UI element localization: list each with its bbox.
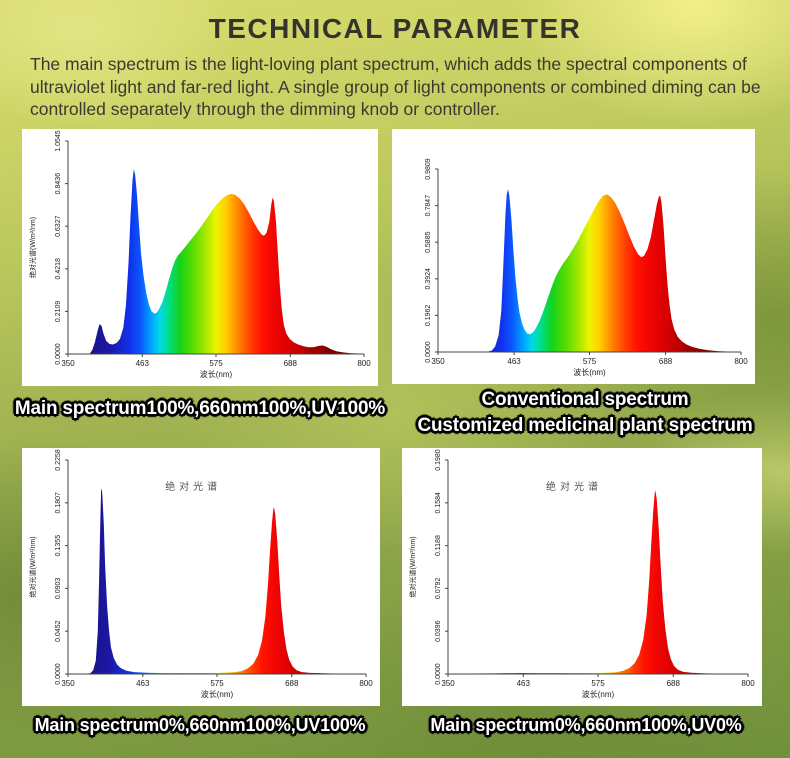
chart-caption-main-full: Main spectrum100%,660nm100%,UV100% (10, 396, 390, 422)
page-title: TECHNICAL PARAMETER (208, 13, 582, 44)
chart-panel-660-only: 350 463 575 688 800 0.0000 0.0396 0.0792 0.1188 0… (402, 448, 762, 706)
x-tick-label: 575 (583, 357, 597, 366)
y-tick-label: 0.1980 (435, 449, 442, 471)
x-tick-label: 463 (136, 359, 150, 368)
y-tick-label: 0.0000 (55, 663, 62, 685)
x-tick-label: 800 (359, 679, 373, 688)
spectrum-curve (86, 488, 366, 674)
x-tick-label: 800 (734, 357, 748, 366)
y-tick-label: 0.1355 (55, 535, 62, 557)
y-tick-label: 0.0000 (435, 663, 442, 685)
y-tick-label: 0.1807 (55, 492, 62, 514)
y-axis-title: 绝对光谱(W/m²/nm) (28, 536, 37, 597)
y-tick-label: 0.0452 (55, 620, 62, 642)
x-tick-label: 575 (591, 679, 605, 688)
spectrum-curve (448, 490, 748, 674)
y-tick-label: 0.1584 (435, 492, 442, 514)
caption-line: Main spectrum0%,660nm100%,UV100% (34, 715, 366, 735)
x-axis-title: 波长(nm) (201, 689, 234, 699)
spectrum-svg: 350 463 575 688 800 0.0000 0.0452 0.0903 0.1355 0… (28, 449, 373, 699)
caption-line: Conventional spectrum (481, 389, 689, 410)
x-tick-label: 350 (61, 679, 75, 688)
chart-inner-title: 绝对光谱 (546, 480, 602, 493)
x-tick-label: 688 (285, 679, 299, 688)
x-tick-label: 463 (517, 679, 531, 688)
y-tick-label: 0.0903 (55, 578, 62, 600)
x-tick-label: 575 (209, 359, 223, 368)
x-tick-label: 350 (441, 679, 455, 688)
y-tick-label: 0.9809 (425, 158, 432, 180)
spectrum-chart-main-full: 350 463 575 688 800 0.0000 0.2109 0.4218 0.6327 0… (22, 129, 378, 386)
spectrum-svg: 350 463 575 688 800 0.0000 0.0396 0.0792 0.1188 0… (408, 449, 755, 699)
y-tick-label: 0.6327 (55, 215, 62, 237)
x-tick-label: 688 (284, 359, 298, 368)
y-axis-title: 绝对光谱(W/m²/nm) (408, 536, 417, 597)
x-axis-title: 波长(nm) (573, 367, 606, 377)
y-tick-label: 0.0792 (435, 578, 442, 600)
x-tick-label: 575 (210, 679, 224, 688)
spectrum-svg: 350 463 575 688 800 0.0000 0.1962 0.3924 0.5885 0… (425, 158, 748, 377)
y-tick-label: 0.3924 (425, 268, 432, 290)
chart-caption-conventional: Conventional spectrum Customized medicina… (385, 387, 785, 439)
chart-caption-uv-660: Main spectrum0%,660nm100%,UV100% (8, 712, 392, 738)
chart-panel-uv-660: 350 463 575 688 800 0.0000 0.0452 0.0903 0.1355 0… (22, 448, 380, 706)
y-tick-label: 0.0000 (55, 343, 62, 365)
x-tick-label: 463 (507, 357, 521, 366)
y-tick-label: 0.0000 (425, 341, 432, 363)
x-axis-title: 波长(nm) (582, 689, 615, 699)
y-tick-label: 0.0396 (435, 620, 442, 642)
x-tick-label: 688 (659, 357, 673, 366)
spectrum-chart-660-only: 350 463 575 688 800 0.0000 0.0396 0.0792 0.1188 0… (402, 448, 762, 706)
y-tick-label: 0.2109 (55, 301, 62, 323)
x-tick-label: 350 (431, 357, 445, 366)
x-tick-label: 800 (357, 359, 371, 368)
caption-line: Main spectrum100%,660nm100%,UV100% (14, 398, 386, 419)
chart-inner-title: 绝对光谱 (165, 480, 221, 493)
x-tick-label: 350 (61, 359, 75, 368)
y-tick-label: 0.1188 (435, 535, 442, 556)
caption-line: Customized medicinal plant spectrum (417, 415, 753, 436)
chart-panel-conventional: 350 463 575 688 800 0.0000 0.1962 0.3924 0.5885 0… (392, 129, 755, 384)
x-tick-label: 688 (667, 679, 681, 688)
page-description: The main spectrum is the light-loving pl… (30, 54, 761, 119)
spectrum-curve (487, 189, 741, 352)
y-axis-title: 绝对光谱(W/m²/nm) (28, 217, 37, 278)
caption-line: Main spectrum0%,660nm100%,UV0% (430, 715, 742, 735)
y-tick-label: 0.7847 (425, 195, 432, 217)
x-axis-title: 波长(nm) (200, 369, 233, 379)
y-tick-label: 0.4218 (55, 258, 62, 280)
spectrum-svg: 350 463 575 688 800 0.0000 0.2109 0.4218 0.6327 0… (28, 130, 371, 379)
x-tick-label: 800 (741, 679, 755, 688)
x-tick-label: 463 (136, 679, 150, 688)
spectrum-chart-uv-660: 350 463 575 688 800 0.0000 0.0452 0.0903 0.1355 0… (22, 448, 380, 706)
chart-caption-660-only: Main spectrum0%,660nm100%,UV0% (398, 712, 774, 738)
y-tick-label: 0.8436 (55, 173, 62, 195)
y-tick-label: 1.0545 (55, 130, 62, 152)
spectrum-chart-conventional: 350 463 575 688 800 0.0000 0.1962 0.3924 0.5885 0… (392, 157, 755, 384)
chart-panel-main-spectrum-full: 350 463 575 688 800 0.0000 0.2109 0.4218 0.6327 0… (22, 129, 378, 386)
spectrum-curve (89, 169, 364, 354)
y-tick-label: 0.1962 (425, 305, 432, 327)
y-tick-label: 0.2258 (55, 449, 62, 471)
y-tick-label: 0.5885 (425, 231, 432, 253)
